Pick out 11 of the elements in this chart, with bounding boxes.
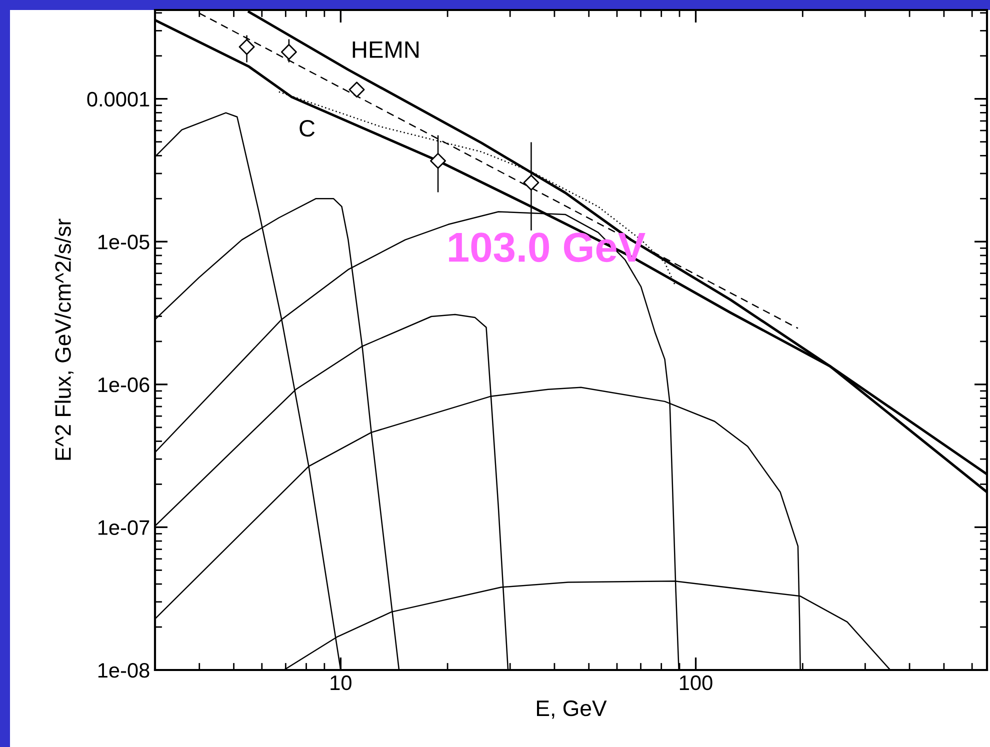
y-tick-label: 1e-08 (98, 663, 150, 678)
legend-label: HEMN (352, 42, 419, 58)
x-tick-label: 100 (680, 675, 712, 690)
y-axis-title: E^2 Flux, GeV/cm^2/s/sr (54, 218, 74, 460)
y-tick-label: 0.0001 (87, 92, 150, 107)
x-axis-title: E, GeV (537, 700, 607, 719)
series-label: C (300, 120, 315, 137)
y-tick-label: 1e-06 (98, 377, 150, 392)
y-tick-label: 1e-07 (98, 520, 150, 535)
y-tick-label: 1e-05 (98, 234, 150, 250)
x-tick-label: 10 (330, 675, 352, 690)
